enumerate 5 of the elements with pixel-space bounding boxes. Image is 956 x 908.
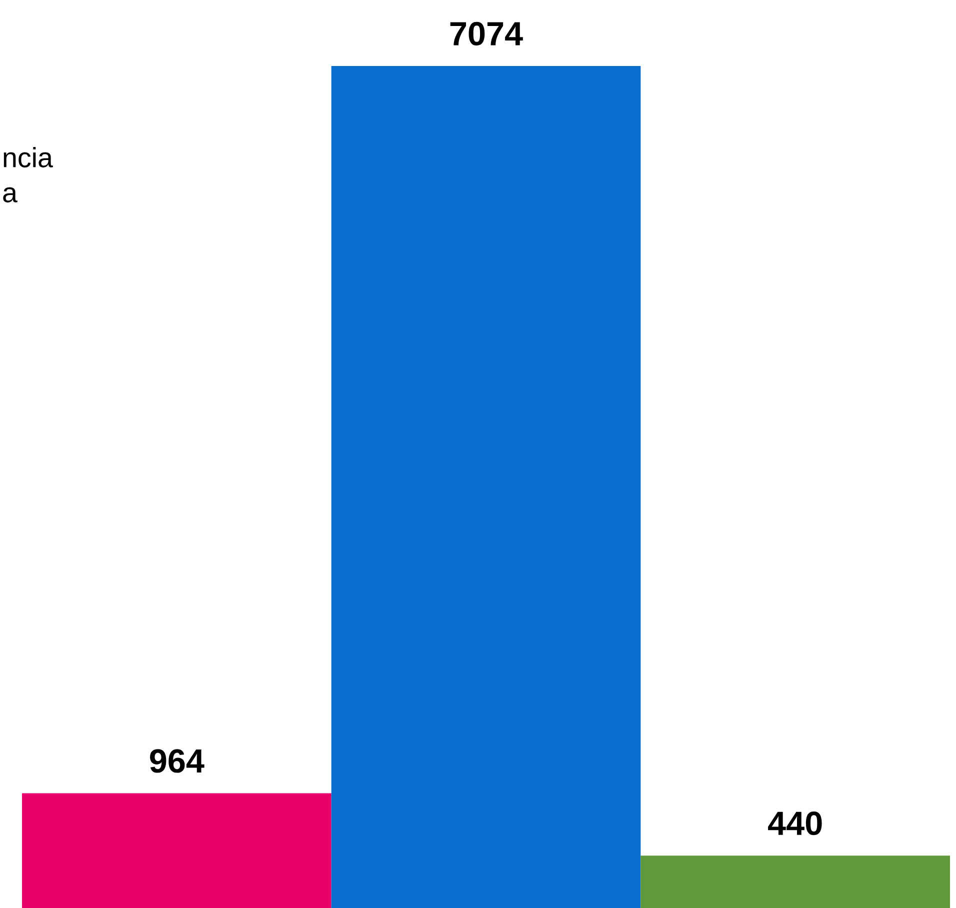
text: a bbox=[3, 187, 18, 202]
data-label: 7074 bbox=[450, 22, 523, 46]
data-label: 440 bbox=[768, 812, 822, 836]
annotation: ncia bbox=[4, 147, 53, 168]
data-label: 964 bbox=[150, 749, 204, 773]
